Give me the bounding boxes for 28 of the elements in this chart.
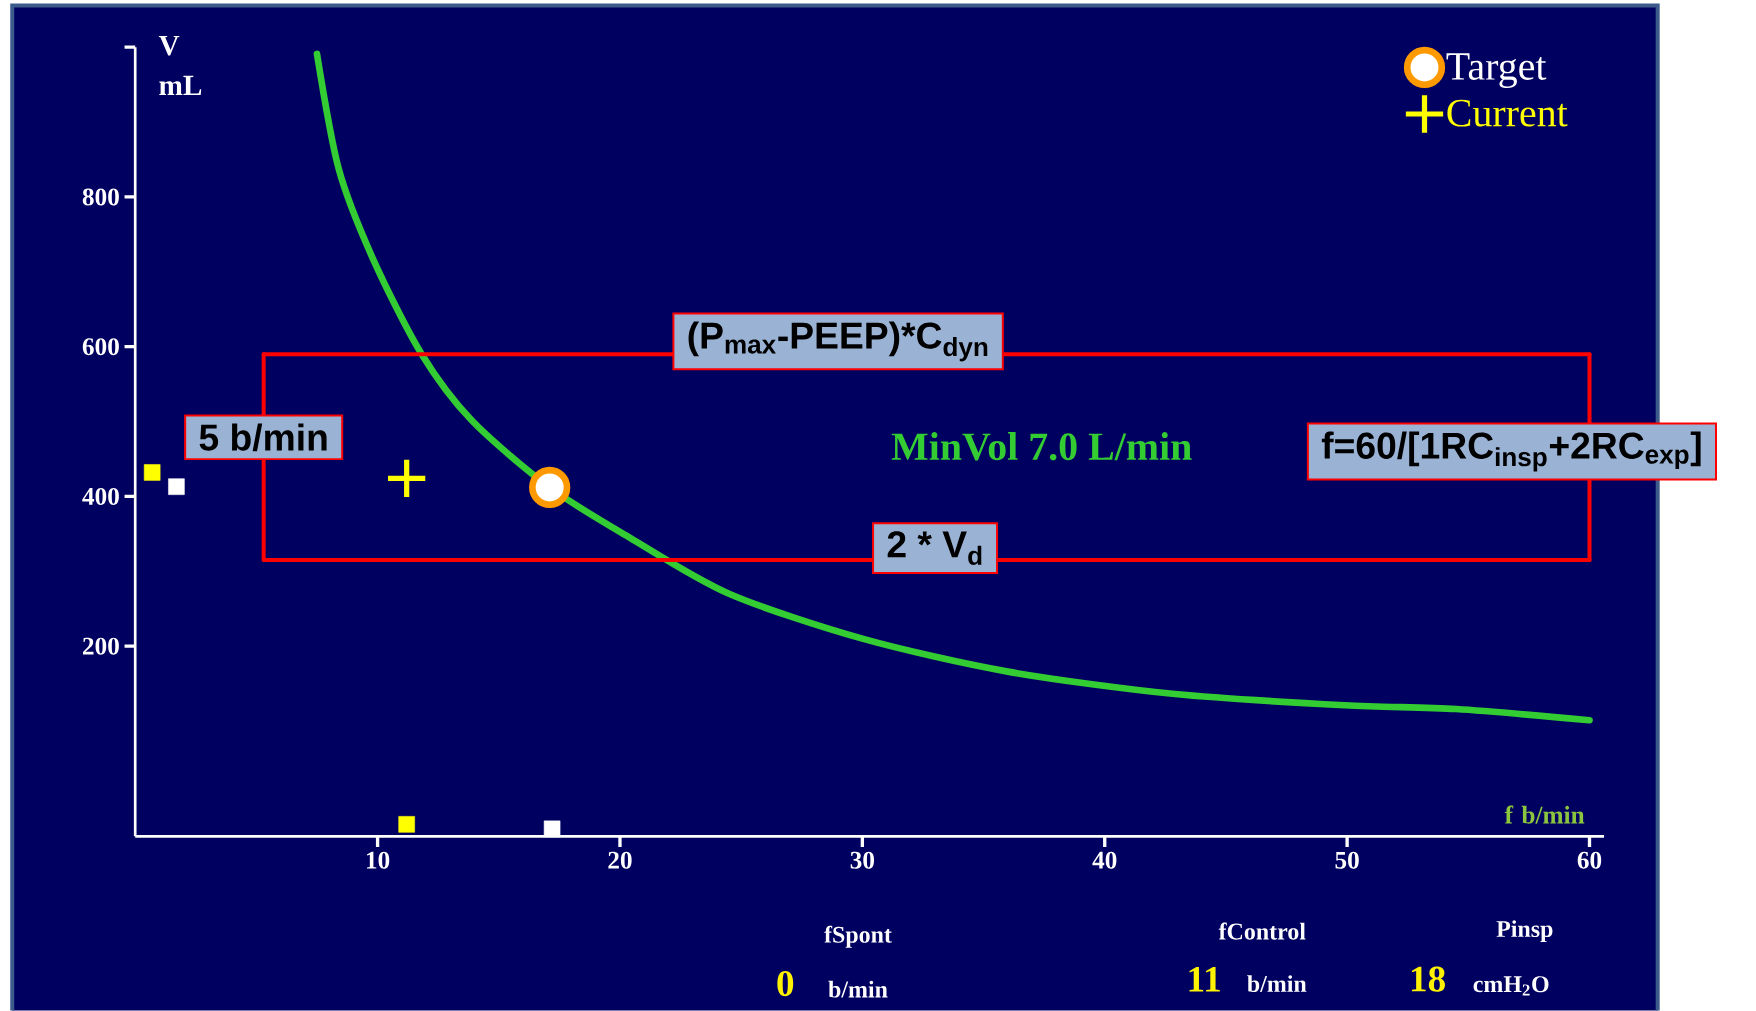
y-axis-title: V mL	[158, 36, 202, 96]
annotation: (P$_{max}$-PEEP)*C$_{dyn}$	[688, 321, 988, 362]
text: 11	[1189, 967, 1220, 992]
x-tick-label: 30	[850, 851, 875, 869]
y-tick-label: 800	[82, 188, 119, 206]
x-axis-title: f b/min	[1504, 805, 1585, 824]
x-tick-label: 40	[1092, 851, 1117, 869]
text: Pinsp	[1496, 920, 1553, 943]
text: fSpont	[824, 925, 892, 948]
annotation: f=60/[1RC$_{insp}$+2RC$_{exp}$]	[1321, 431, 1701, 472]
annotation: 5 b/min	[199, 423, 327, 452]
y-tick-label: 200	[82, 637, 119, 655]
text: fControl	[1218, 922, 1306, 940]
text: cmH$_{2}$O	[1473, 976, 1549, 996]
text: 18	[1411, 966, 1445, 992]
text: b/min	[1247, 975, 1307, 993]
x-tick-label: 60	[1577, 851, 1602, 869]
legend-label: Target	[1446, 53, 1547, 89]
annotation: MinVol 7.0 L/min	[891, 432, 1192, 461]
text: 0	[777, 971, 794, 997]
y-tick-label: 600	[82, 338, 119, 356]
x-tick-label: 10	[366, 851, 390, 869]
y-tick-label: 400	[82, 488, 119, 506]
text: b/min	[828, 980, 888, 998]
x-tick-label: 20	[608, 851, 632, 869]
annotation: 2 * V$_{d}$	[887, 531, 982, 566]
legend-label: Current	[1447, 100, 1568, 127]
x-tick-label: 50	[1335, 851, 1359, 869]
